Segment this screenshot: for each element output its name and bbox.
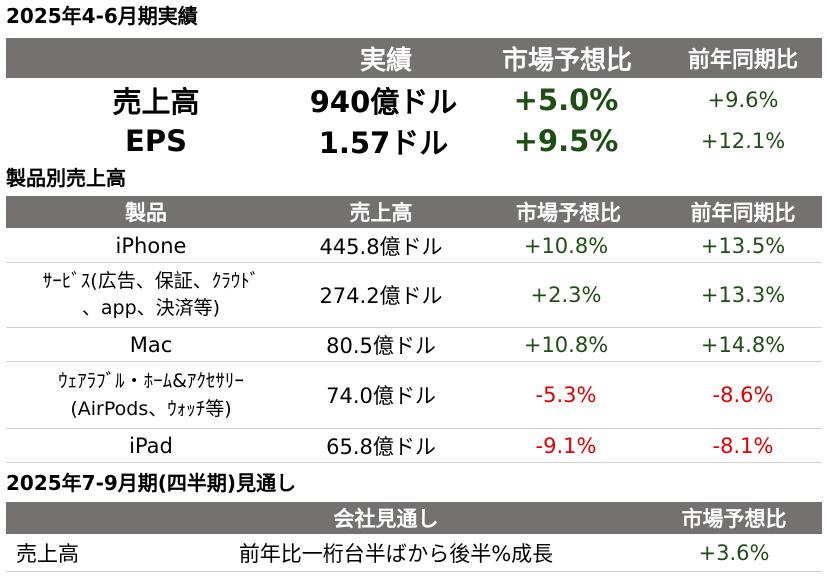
product-name-line1: ｳｪｱﾗﾌﾞﾙ・ﾎｰﾑ&ｱｸｾｻﾘｰ <box>58 370 244 392</box>
product-revenue: 74.0億ドル <box>326 384 436 408</box>
product-row-wearables: ｳｪｱﾗﾌﾞﾙ・ﾎｰﾑ&ｱｸｾｻﾘｰ (AirPods、ｳｫｯﾁ等) 74.0億… <box>6 362 822 429</box>
outlook-guidance: 前年比一桁台半ばから後半%成長 <box>238 542 554 566</box>
product-yoy: +13.5% <box>700 233 786 258</box>
product-vs-consensus: +2.3% <box>530 283 602 307</box>
product-name-line1: ｻｰﾋﾞｽ(広告、保証、ｸﾗｳﾄﾞ <box>42 270 260 292</box>
product-row-iphone: iPhone 445.8億ドル +10.8% +13.5% <box>6 229 822 263</box>
products-header-product: 製品 <box>125 201 167 225</box>
summary-yoy: +12.1% <box>700 129 786 153</box>
summary-label: 売上高 <box>112 85 200 119</box>
product-row-ipad: iPad 65.8億ドル -9.1% -8.1% <box>6 429 822 463</box>
product-vs-consensus: +10.8% <box>523 332 609 357</box>
product-name: ｻｰﾋﾞｽ(広告、保証、ｸﾗｳﾄﾞ 、app、決済等) <box>6 263 296 327</box>
outlook-header-vs-consensus: 市場予想比 <box>681 507 787 531</box>
summary-label: EPS <box>125 124 187 158</box>
summary-header-row: 実績 市場予想比 前年同期比 <box>6 38 822 78</box>
summary-row-revenue: 売上高 940億ドル +5.0% +9.6% <box>6 80 822 120</box>
summary-actual: 1.57ドル <box>318 126 449 160</box>
summary-yoy: +9.6% <box>707 88 779 112</box>
products-header-vs-consensus: 市場予想比 <box>516 201 621 225</box>
product-name-line2: (AirPods、ｳｫｯﾁ等) <box>70 398 232 420</box>
summary-row-eps: EPS 1.57ドル +9.5% +12.1% <box>6 121 822 161</box>
product-vs-consensus: -9.1% <box>535 433 597 458</box>
product-vs-consensus: +10.8% <box>523 233 609 258</box>
summary-vs-consensus: +5.0% <box>513 83 619 117</box>
product-name: iPhone <box>115 233 187 258</box>
product-revenue: 80.5億ドル <box>326 333 436 358</box>
summary-header-actual: 実績 <box>359 45 412 76</box>
outlook-row-revenue: 売上高 前年比一桁台半ばから後半%成長 +3.6% <box>6 535 822 572</box>
product-vs-consensus: -5.3% <box>535 383 597 407</box>
product-revenue: 65.8億ドル <box>326 434 436 459</box>
products-header-yoy: 前年同期比 <box>690 201 796 225</box>
product-name: iPad <box>129 433 173 458</box>
product-row-services: ｻｰﾋﾞｽ(広告、保証、ｸﾗｳﾄﾞ 、app、決済等) 274.2億ドル +2.… <box>6 263 822 328</box>
summary-header-vs-consensus: 市場予想比 <box>501 45 632 76</box>
summary-title: 2025年4-6月期実績 <box>6 4 198 28</box>
products-header-row: 製品 売上高 市場予想比 前年同期比 <box>6 196 822 228</box>
outlook-title: 2025年7-9月期(四半期)見通し <box>6 471 297 495</box>
summary-actual: 940億ドル <box>309 85 458 119</box>
summary-header-yoy: 前年同期比 <box>687 48 798 73</box>
product-revenue: 445.8億ドル <box>319 234 443 259</box>
products-header-revenue: 売上高 <box>349 201 413 225</box>
product-revenue: 274.2億ドル <box>319 284 443 308</box>
product-name: Mac <box>129 332 173 357</box>
product-yoy: +13.3% <box>700 283 786 307</box>
summary-vs-consensus: +9.5% <box>513 124 619 158</box>
product-name-line2: 、app、決済等) <box>81 297 221 319</box>
product-row-mac: Mac 80.5億ドル +10.8% +14.8% <box>6 328 822 362</box>
product-yoy: +14.8% <box>700 332 786 357</box>
outlook-header-row: 会社見通し 市場予想比 <box>6 502 822 534</box>
products-title: 製品別売上高 <box>6 166 126 190</box>
product-name: ｳｪｱﾗﾌﾞﾙ・ﾎｰﾑ&ｱｸｾｻﾘｰ (AirPods、ｳｫｯﾁ等) <box>6 362 296 428</box>
outlook-header-guidance: 会社見通し <box>333 507 439 531</box>
product-yoy: -8.6% <box>712 383 774 407</box>
outlook-vs-consensus: +3.6% <box>698 541 770 565</box>
product-yoy: -8.1% <box>712 433 774 458</box>
outlook-label: 売上高 <box>16 542 79 566</box>
